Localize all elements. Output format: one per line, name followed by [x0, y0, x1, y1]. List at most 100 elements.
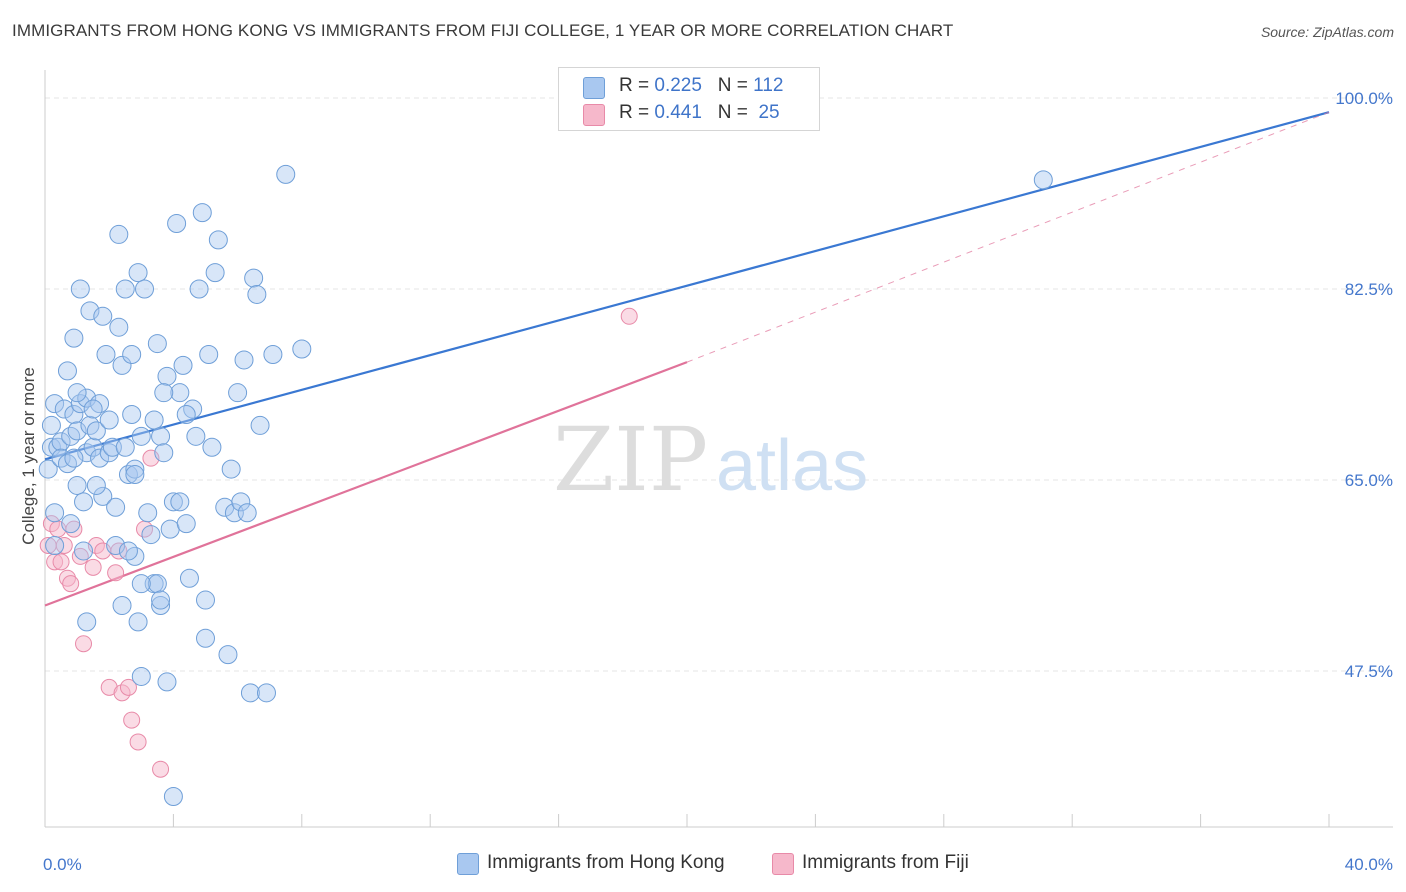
hong-kong-point — [70, 394, 90, 414]
hong-kong-point — [61, 426, 81, 446]
hong-kong-point — [208, 230, 228, 250]
legend-text-fiji: R = 0.441 N = 25 — [619, 102, 780, 124]
fiji-point — [123, 711, 141, 729]
hong-kong-point — [263, 344, 283, 364]
hong-kong-point — [202, 437, 222, 457]
y-tick-label: 65.0% — [1345, 471, 1393, 490]
hong-kong-point — [118, 465, 138, 485]
hong-kong-point — [160, 519, 180, 539]
axes — [44, 70, 1393, 828]
hong-kong-point — [41, 437, 61, 457]
hong-kong-point — [80, 415, 100, 435]
fiji-trend-line — [44, 361, 688, 607]
hong-kong-point — [131, 574, 151, 594]
fiji-point — [55, 536, 73, 554]
hong-kong-point — [157, 366, 177, 386]
fiji-point — [52, 553, 70, 571]
hong-kong-point — [122, 344, 142, 364]
hong-kong-point — [205, 263, 225, 283]
hong-kong-point — [167, 214, 187, 234]
source-label: Source: ZipAtlas.com — [1260, 24, 1394, 40]
hong-kong-point — [106, 535, 126, 555]
hong-kong-point — [276, 164, 296, 184]
hong-kong-point — [51, 432, 71, 452]
hong-kong-point — [77, 612, 97, 632]
hong-kong-point — [183, 399, 203, 419]
hong-kong-point — [118, 541, 138, 561]
hong-kong-point — [237, 503, 257, 523]
hong-kong-point — [64, 405, 84, 425]
legend-swatch-hong-kong — [583, 77, 605, 99]
hong-kong-point — [125, 465, 145, 485]
grid-lines — [45, 97, 1393, 672]
hong-kong-trend-line — [44, 111, 1330, 461]
hong-kong-point — [256, 683, 276, 703]
hong-kong-point — [231, 492, 251, 512]
bottom-legend: Immigrants from Hong Kong Immigrants fro… — [0, 851, 1406, 877]
fiji-point — [129, 733, 147, 751]
hong-kong-point — [131, 426, 151, 446]
hong-kong-point — [173, 355, 193, 375]
hong-kong-point — [128, 263, 148, 283]
hong-kong-point — [154, 443, 174, 463]
hong-kong-point — [141, 525, 161, 545]
bottom-legend-swatch-hong-kong — [457, 853, 479, 875]
hong-kong-point — [38, 459, 58, 479]
x-tick-labels: 0.0% 40.0% — [43, 855, 1393, 874]
hong-kong-point — [109, 224, 129, 244]
hong-kong-point — [125, 546, 145, 566]
hong-kong-point — [115, 279, 135, 299]
legend-r-value: 0.225 — [654, 75, 702, 96]
x-tick-label: 0.0% — [43, 855, 82, 874]
legend-n-value: 112 — [753, 75, 784, 96]
hong-kong-point — [1033, 170, 1053, 190]
hong-kong-point — [57, 454, 77, 474]
fiji-trend-line-extended — [686, 111, 1330, 363]
hong-kong-point — [64, 448, 84, 468]
hong-kong-point — [196, 628, 215, 648]
hong-kong-point — [151, 596, 171, 616]
hong-kong-point — [115, 437, 135, 457]
hong-kong-point — [112, 596, 132, 616]
hong-kong-point — [234, 350, 254, 370]
bottom-legend-label-fiji: Immigrants from Fiji — [802, 852, 969, 873]
bottom-legend-label-hong-kong: Immigrants from Hong Kong — [487, 852, 725, 873]
x-ticks — [172, 814, 1330, 827]
hong-kong-point — [77, 443, 97, 463]
hong-kong-point — [131, 666, 151, 686]
trend-lines — [44, 111, 1330, 607]
hong-kong-point — [112, 355, 132, 375]
hong-kong-point — [157, 672, 177, 692]
hong-kong-point — [128, 612, 148, 632]
hong-kong-point — [86, 421, 106, 441]
hong-kong-point — [41, 415, 61, 435]
y-tick-label: 100.0% — [1335, 89, 1393, 108]
hong-kong-point — [125, 459, 145, 479]
hong-kong-point — [163, 492, 183, 512]
legend-n-label: N = — [717, 75, 748, 96]
watermark-atlas: atlas — [716, 426, 868, 506]
hong-kong-point — [77, 388, 97, 408]
hong-kong-point — [61, 514, 81, 534]
hong-kong-point — [192, 203, 212, 223]
hong-kong-point — [179, 568, 199, 588]
hong-kong-point — [147, 574, 167, 594]
hong-kong-point — [189, 279, 209, 299]
hong-kong-point — [67, 383, 87, 403]
hong-kong-point — [147, 334, 167, 354]
hong-kong-point — [218, 645, 238, 665]
hong-kong-point — [93, 486, 113, 506]
hong-kong-point — [106, 497, 126, 517]
hong-kong-point — [199, 344, 219, 364]
y-axis-label: College, 1 year or more — [19, 367, 38, 545]
hong-kong-point — [151, 590, 171, 610]
y-tick-label: 82.5% — [1345, 280, 1393, 299]
hong-kong-point — [221, 459, 241, 479]
hong-kong-point — [93, 306, 113, 326]
hong-kong-point — [170, 492, 190, 512]
hong-kong-point — [138, 503, 158, 523]
hong-kong-point — [90, 394, 110, 414]
legend-n-label: N = — [717, 102, 748, 123]
legend-n-value: 25 — [758, 102, 780, 123]
